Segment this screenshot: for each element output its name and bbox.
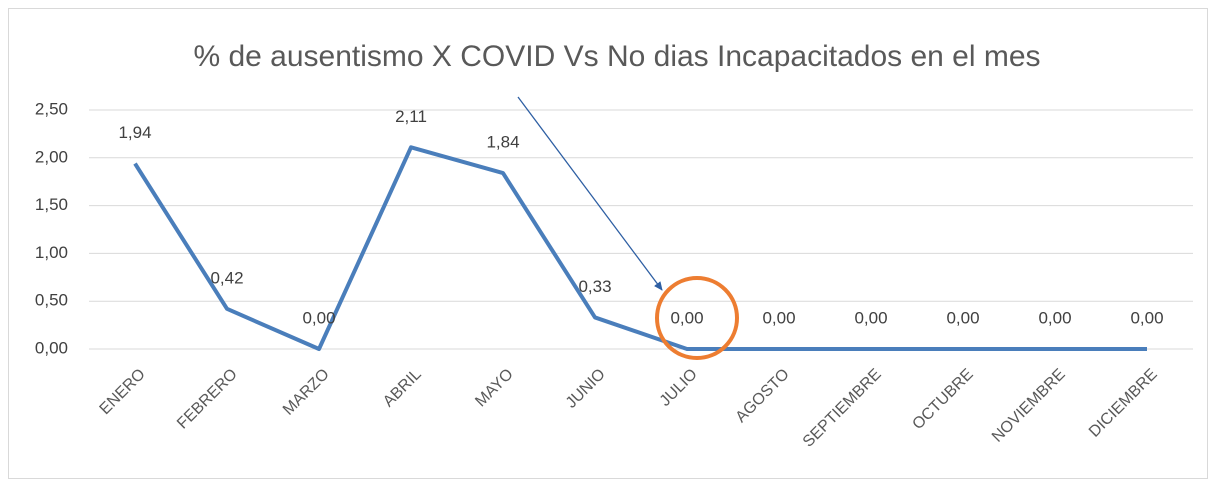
data-label: 0,00 [1038,308,1071,327]
data-label: 0,00 [670,308,703,327]
annotation-arrow [517,96,663,291]
chart-frame [8,8,1208,479]
y-tick-label: 0,50 [35,291,68,310]
data-label: 0,00 [946,308,979,327]
y-tick-label: 2,00 [35,147,68,166]
y-tick-label: 1,50 [35,195,68,214]
data-label: 1,94 [118,123,151,142]
y-tick-label: 0,00 [35,338,68,357]
data-label: 0,33 [578,277,611,296]
data-label: 2,11 [395,107,427,126]
data-label: 0,00 [302,308,335,327]
data-label: 0,42 [210,268,243,287]
data-label: 0,00 [762,308,795,327]
chart-title: % de ausentismo X COVID Vs No dias Incap… [193,40,1040,73]
data-line [133,145,1147,351]
data-label: 0,00 [854,308,887,327]
data-label: 1,84 [486,133,519,152]
y-tick-label: 2,50 [35,99,68,118]
annotation-circle [655,276,739,360]
data-label: 0,00 [1130,308,1163,327]
y-tick-label: 1,00 [35,243,68,262]
